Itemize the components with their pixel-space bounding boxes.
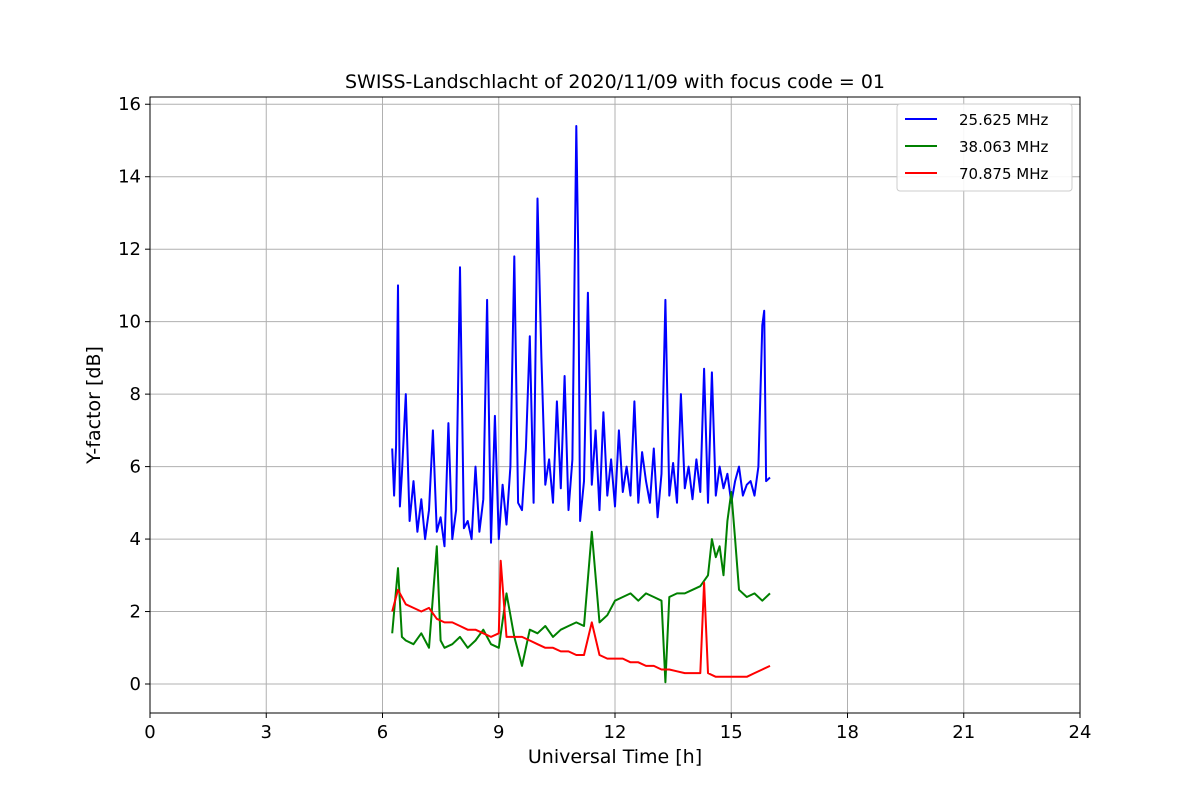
x-tick-label: 15 — [720, 722, 743, 743]
x-tick-label: 24 — [1069, 722, 1092, 743]
x-tick-label: 0 — [144, 722, 155, 743]
x-tick-label: 18 — [836, 722, 859, 743]
series-line-2 — [391, 491, 771, 684]
legend-label: 38.063 MHz — [959, 138, 1048, 156]
x-axis-ticks: 0 3 6 9 12 15 18 21 24 — [144, 713, 1091, 743]
y-tick-label: 16 — [118, 94, 141, 115]
legend-label: 70.875 MHz — [959, 165, 1048, 183]
y-tick-label: 12 — [118, 239, 141, 260]
x-tick-label: 12 — [604, 722, 627, 743]
y-tick-label: 14 — [118, 167, 141, 188]
y-axis-label: Y-factor [dB] — [83, 346, 105, 465]
y-tick-label: 8 — [130, 384, 141, 405]
x-tick-label: 3 — [261, 722, 272, 743]
legend-box — [896, 103, 1073, 192]
series-line-1 — [391, 125, 771, 548]
legend-label: 25.625 MHz — [959, 111, 1048, 129]
y-tick-label: 2 — [130, 602, 141, 623]
series-line-3 — [391, 559, 771, 678]
y-tick-label: 0 — [130, 674, 141, 695]
x-tick-label: 6 — [377, 722, 388, 743]
legend: 25.625 MHz 38.063 MHz 70.875 MHz — [896, 103, 1073, 192]
x-tick-label: 21 — [952, 722, 975, 743]
y-tick-label: 6 — [130, 457, 141, 478]
x-tick-label: 9 — [493, 722, 504, 743]
y-tick-label: 10 — [118, 312, 141, 333]
y-tick-label: 4 — [130, 529, 141, 550]
y-axis-ticks: 0 2 4 6 8 10 12 14 16 — [118, 94, 150, 695]
chart-title: SWISS-Landschlacht of 2020/11/09 with fo… — [345, 71, 885, 93]
series-layer — [391, 125, 771, 684]
x-axis-label: Universal Time [h] — [528, 746, 702, 768]
